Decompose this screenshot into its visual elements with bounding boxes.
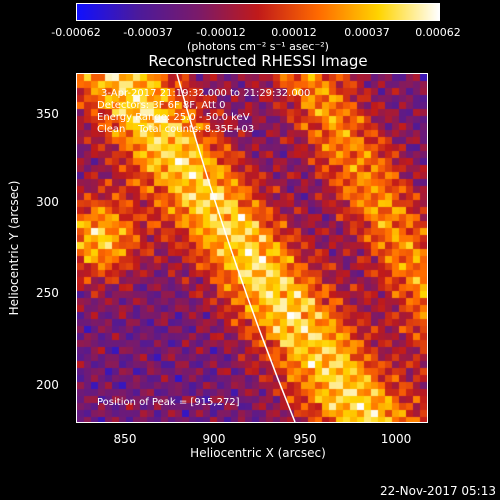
solar-limb-line — [176, 74, 296, 422]
y-tick-label: 200 — [36, 378, 59, 392]
time-range-label: 3-Apr-2017 21:19:32.000 to 21:29:32.000 — [101, 88, 311, 99]
solar-limb-overlay — [176, 74, 296, 422]
energy-range-label: Energy Range: 25.0 - 50.0 keV — [97, 112, 250, 123]
x-tick-label: 850 — [113, 432, 137, 446]
x-tick-label: 1000 — [380, 432, 412, 446]
colorbar-tick: -0.00062 — [51, 26, 101, 39]
colorbar-tick: 0.00037 — [344, 26, 390, 39]
clean-counts-label: Clean Total counts: 8.35E+03 — [97, 124, 255, 135]
detectors-label: Detectors: 3F 6F 8F, Att 0 — [97, 100, 226, 111]
x-axis-label: Heliocentric X (arcsec) — [190, 446, 326, 460]
generation-timestamp: 22-Nov-2017 05:13 — [380, 484, 496, 498]
rhessi-image-plot: 3-Apr-2017 21:19:32.000 to 21:29:32.000 … — [76, 73, 428, 423]
y-tick-label: 350 — [36, 107, 59, 121]
y-axis-label: Heliocentric Y (arcsec) — [7, 180, 21, 316]
rhessi-image-map — [77, 74, 427, 422]
y-tick-label: 250 — [36, 286, 59, 300]
x-tick-label: 950 — [293, 432, 317, 446]
colorbar-tick: 0.00012 — [271, 26, 317, 39]
colorbar-tick: 0.00062 — [415, 26, 461, 39]
y-tick-label: 300 — [36, 195, 59, 209]
x-tick-label: 900 — [202, 432, 226, 446]
colorbar-tick: -0.00012 — [196, 26, 246, 39]
colorbar-unit: (photons cm⁻² s⁻¹ asec⁻²) — [187, 40, 329, 53]
peak-position-label: Position of Peak = [915,272] — [97, 397, 240, 408]
colorbar — [76, 3, 440, 21]
image-title: Reconstructed RHESSI Image — [148, 52, 368, 70]
colorbar-tick: -0.00037 — [123, 26, 173, 39]
